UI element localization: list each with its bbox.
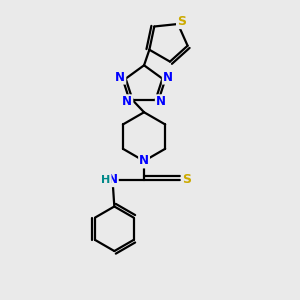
Text: N: N (122, 95, 132, 108)
Text: H: H (101, 175, 111, 185)
Text: N: N (108, 173, 118, 186)
Text: N: N (156, 95, 166, 108)
Text: N: N (115, 71, 125, 84)
Text: S: S (182, 173, 191, 186)
Text: N: N (163, 71, 173, 84)
Text: S: S (177, 15, 186, 28)
Text: N: N (139, 154, 149, 167)
